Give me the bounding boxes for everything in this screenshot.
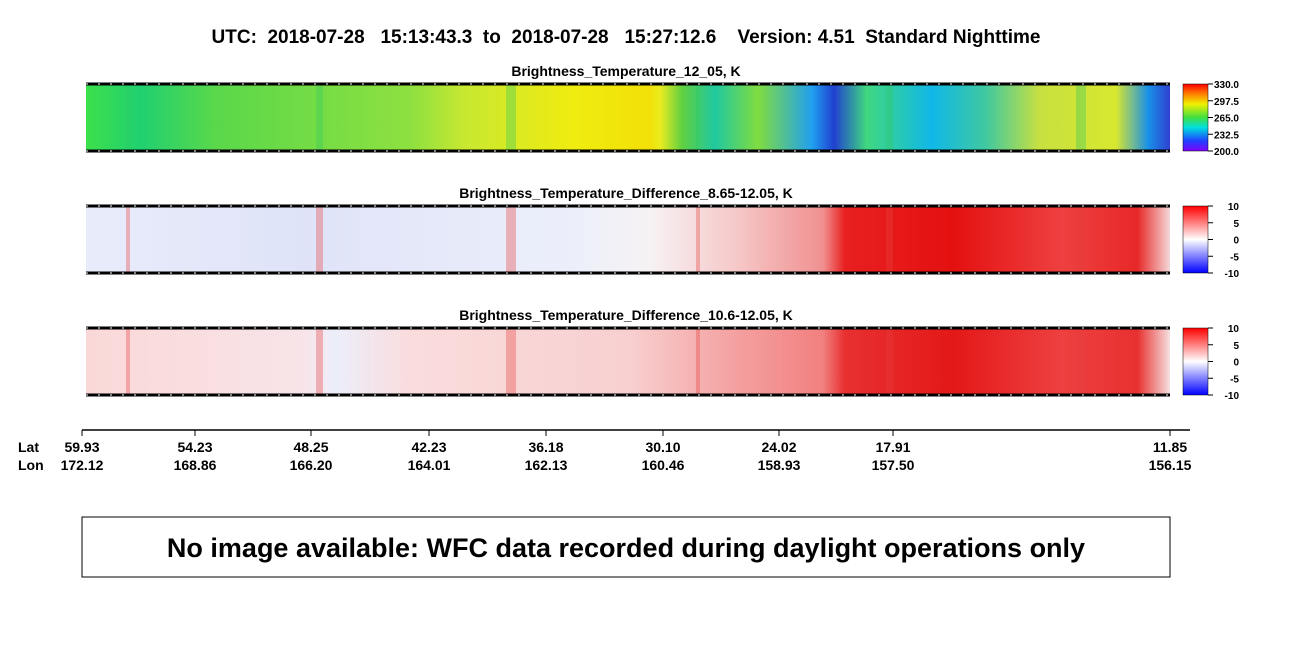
image-streak [126, 85, 130, 150]
lon-tick-label: 162.13 [525, 457, 568, 473]
panel-image [86, 207, 1170, 272]
colorbar [1182, 205, 1209, 274]
image-streak [316, 207, 323, 272]
colorbar-label: 265.0 [1214, 114, 1239, 125]
colorbar-label: -5 [1230, 252, 1239, 263]
colorbar-label: 10 [1228, 324, 1240, 335]
colorbar-label: 0 [1233, 236, 1239, 247]
lon-tick-label: 166.20 [290, 457, 333, 473]
colorbar-label: 0 [1233, 358, 1239, 369]
panel-image [86, 85, 1170, 150]
image-streak [506, 85, 516, 150]
colorbar-label: 200.0 [1214, 147, 1239, 158]
image-streak [886, 329, 893, 394]
image-streak [696, 85, 700, 150]
colorbar-label: 5 [1233, 341, 1239, 352]
image-streak [1076, 207, 1086, 272]
panel-title: Brightness_Temperature_Difference_10.6-1… [459, 307, 793, 323]
lon-label: Lon [18, 457, 44, 473]
lat-tick-label: 11.85 [1153, 439, 1187, 455]
colorbar-label: 232.5 [1214, 130, 1239, 141]
colorbar [1182, 83, 1209, 152]
image-streak [316, 85, 323, 150]
image-streak [886, 85, 893, 150]
image-streak [696, 329, 700, 394]
colorbar [1182, 327, 1209, 396]
image-streak [696, 207, 700, 272]
colorbar-label: -5 [1230, 374, 1239, 385]
lat-tick-label: 59.93 [64, 439, 99, 455]
title: UTC: 2018-07-28 15:13:43.3 to 2018-07-28… [212, 27, 1041, 48]
panel-title: Brightness_Temperature_Difference_8.65-1… [459, 185, 793, 201]
lon-tick-label: 168.86 [174, 457, 217, 473]
lon-tick-label: 172.12 [61, 457, 104, 473]
lon-tick-label: 164.01 [408, 457, 451, 473]
lat-label: Lat [18, 439, 39, 455]
lat-tick-label: 42.23 [411, 439, 446, 455]
image-streak [1076, 85, 1086, 150]
lat-tick-label: 54.23 [177, 439, 212, 455]
lon-tick-label: 158.93 [758, 457, 801, 473]
lon-tick-label: 157.50 [872, 457, 915, 473]
image-streak [316, 329, 323, 394]
lon-tick-label: 156.15 [1149, 457, 1192, 473]
image-streak [126, 207, 130, 272]
panel-image [86, 329, 1170, 394]
lat-tick-label: 36.18 [528, 439, 563, 455]
colorbar-label: 330.0 [1214, 80, 1239, 91]
colorbar-label: -10 [1225, 391, 1240, 402]
colorbar-label: -10 [1225, 269, 1240, 280]
lat-tick-label: 24.02 [761, 439, 796, 455]
image-streak [1076, 329, 1086, 394]
message-box [81, 516, 1171, 578]
lat-tick-label: 30.10 [645, 439, 680, 455]
image-streak [506, 329, 516, 394]
panel-title: Brightness_Temperature_12_05, K [511, 63, 740, 79]
image-streak [126, 329, 130, 394]
lon-tick-label: 160.46 [642, 457, 685, 473]
colorbar-label: 297.5 [1214, 97, 1239, 108]
colorbar-label: 5 [1233, 219, 1239, 230]
colorbar-label: 10 [1228, 202, 1240, 213]
message: No image available: WFC data recorded du… [167, 533, 1085, 563]
image-streak [506, 207, 516, 272]
lat-tick-label: 17.91 [875, 439, 910, 455]
lat-tick-label: 48.25 [293, 439, 328, 455]
image-streak [886, 207, 893, 272]
